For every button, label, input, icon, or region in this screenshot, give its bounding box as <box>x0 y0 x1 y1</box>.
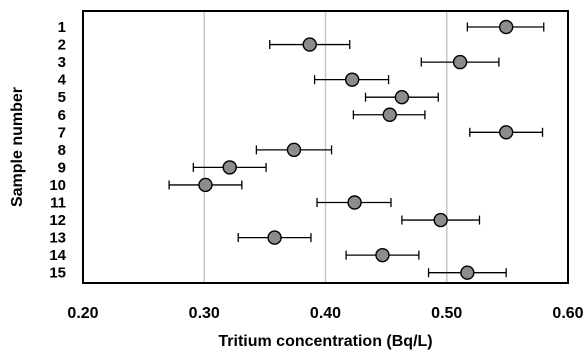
data-point <box>375 247 390 263</box>
plot-frame <box>82 10 569 284</box>
error-bars <box>168 22 545 278</box>
data-point <box>460 265 475 280</box>
y-axis-title: Sample number <box>9 87 26 207</box>
y-tick-label: 14 <box>49 247 66 264</box>
y-tick-label: 11 <box>50 195 66 212</box>
x-axis-title: Tritium concentration (Bq/L) <box>218 333 432 350</box>
data-point <box>347 195 362 210</box>
data-point <box>267 230 282 245</box>
x-tick-label: 0.50 <box>431 305 462 322</box>
x-tick-label: 0.60 <box>552 305 583 322</box>
y-tick-label: 5 <box>58 89 66 106</box>
data-point <box>302 37 317 52</box>
y-tick-label: 4 <box>58 72 67 89</box>
y-tick-label: 6 <box>58 107 66 124</box>
y-tick-label: 12 <box>49 212 66 229</box>
y-tick-label: 8 <box>58 142 66 159</box>
y-tick-label: 3 <box>58 54 66 71</box>
x-tick-label: 0.30 <box>189 305 220 322</box>
data-point <box>286 142 302 158</box>
data-point <box>382 107 397 122</box>
y-tick-label: 15 <box>49 265 66 282</box>
y-tick-label: 2 <box>58 37 66 54</box>
data-point <box>452 54 468 70</box>
y-tick-label: 9 <box>58 159 66 176</box>
data-point <box>498 19 514 35</box>
x-tick-labels: 0.20 0.30 0.40 0.50 0.60 <box>67 305 583 322</box>
data-point <box>344 72 360 87</box>
y-tick-label: 10 <box>49 177 66 194</box>
data-point <box>198 177 213 193</box>
y-tick-label: 13 <box>49 230 66 247</box>
y-tick-label: 1 <box>58 19 66 36</box>
y-tick-label: 7 <box>58 124 66 141</box>
data-point <box>394 89 410 105</box>
data-point <box>222 160 237 175</box>
grid-layer <box>203 11 448 283</box>
x-tick-label: 0.20 <box>67 305 98 322</box>
x-tick-label: 0.40 <box>310 305 341 322</box>
data-point <box>433 212 448 228</box>
data-point <box>498 125 514 140</box>
data-points <box>198 19 514 280</box>
